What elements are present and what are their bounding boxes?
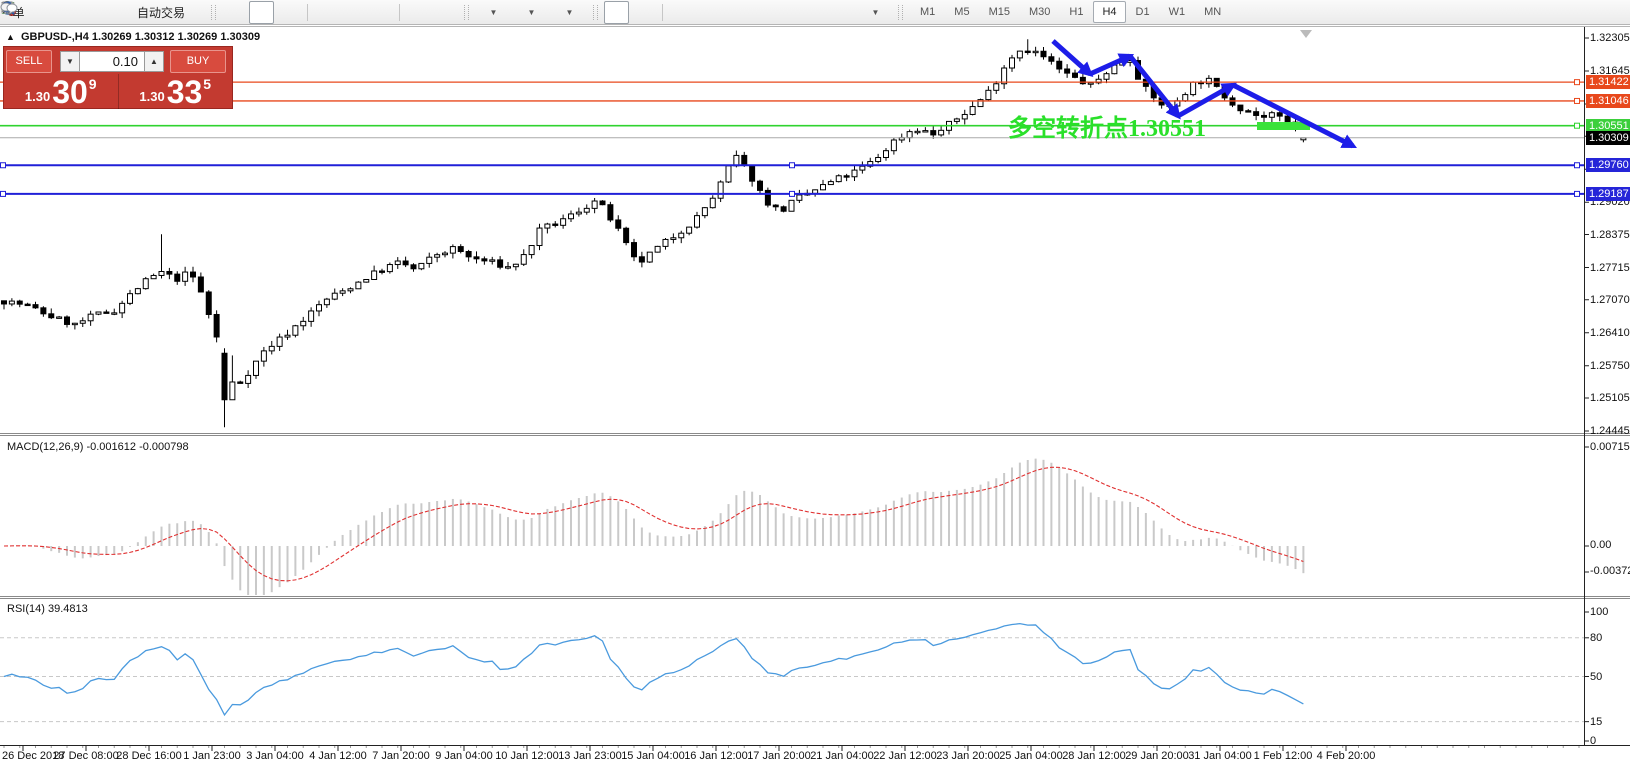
volume-input[interactable] (80, 50, 144, 72)
volume-decrease-button[interactable]: ▼ (60, 50, 80, 72)
timeframe-button-h4[interactable]: H4 (1093, 1, 1126, 23)
timeframe-button-m5[interactable]: M5 (954, 6, 970, 18)
chart-ohlc-values: 1.30269 1.30312 1.30269 1.30309 (91, 31, 261, 43)
time-axis-label: 15 Jan 04:00 (621, 750, 685, 762)
price-tick-label: 1.27070 (1590, 293, 1630, 306)
one-click-trade-panel: SELL ▼ ▲ BUY 1.30 30 9 1.30 33 5 (3, 46, 233, 109)
macd-axis-zero: 0.00 (1590, 539, 1612, 551)
rsi-axis-label-80: 80 (1590, 631, 1603, 644)
time-axis-label: 28 Jan 12:00 (1062, 750, 1126, 762)
time-axis-label: 26 Dec 2018 (2, 750, 65, 762)
toolbar-separator (399, 3, 400, 21)
price-tick-label: 1.26410 (1590, 326, 1630, 339)
rsi-indicator-label: RSI(14) 39.4813 (7, 603, 88, 615)
time-axis-label: 1 Jan 23:00 (183, 750, 241, 762)
chart-symbol-period: GBPUSD-,H4 (20, 31, 89, 43)
time-axis-label: 16 Jan 12:00 (684, 750, 748, 762)
price-tick-label: 1.25750 (1590, 359, 1630, 372)
chart-ohlc-header: ▲ GBPUSD-,H4 1.30269 1.30312 1.30269 1.3… (6, 31, 260, 43)
price-badge-1.31422: 1.31422 (1586, 75, 1630, 90)
timeframe-button-mn[interactable]: MN (1204, 6, 1222, 18)
toolbar-grip (211, 4, 216, 20)
time-axis-label: 3 Jan 04:00 (246, 750, 304, 762)
price-tick-label: 1.24445 (1590, 425, 1630, 437)
price-badge-1.31046: 1.31046 (1586, 93, 1630, 108)
time-axis-label: 10 Jan 12:00 (495, 750, 559, 762)
time-axis-label: 9 Jan 04:00 (435, 750, 493, 762)
timeframe-button-d1[interactable]: D1 (1135, 6, 1150, 18)
dropdown-arrow-icon: ▼ (565, 7, 574, 17)
toolbar-grip (593, 4, 598, 20)
price-tick-label: 1.28375 (1590, 228, 1630, 241)
main-toolbar: 单 自动交易 ▼ (0, 0, 1630, 25)
buy-price-display[interactable]: 1.30 33 5 (117, 73, 233, 110)
time-axis-label: 23 Jan 20:00 (936, 750, 1000, 762)
price-badge-1.29187: 1.29187 (1586, 186, 1630, 201)
timeframe-button-h1[interactable]: H1 (1069, 6, 1084, 18)
time-axis-label: 28 Dec 16:00 (116, 750, 182, 762)
dropdown-arrow-icon: ▼ (489, 7, 498, 17)
time-axis-label: 4 Feb 20:00 (1316, 750, 1376, 762)
autotrading-label: 自动交易 (136, 5, 185, 20)
time-axis-label: 7 Jan 20:00 (372, 750, 430, 762)
timeframe-button-m1[interactable]: M1 (920, 6, 936, 18)
timeframe-switcher: M1 M5 M15 M30 H1 H4 D1 W1 MN (911, 1, 1230, 23)
macd-axis-min: -0.003723 (1590, 565, 1630, 577)
price-tick-label: 1.25105 (1590, 392, 1630, 404)
dropdown-arrow-icon: ▼ (527, 7, 536, 17)
toolbar-grip (464, 4, 469, 20)
price-badge-1.29760: 1.29760 (1586, 158, 1630, 173)
sell-price-big: 30 (52, 73, 88, 110)
price-tick-label: 1.27715 (1590, 261, 1630, 274)
rsi-axis-label-100: 100 (1590, 606, 1609, 618)
rsi-axis-label-15: 15 (1590, 715, 1603, 728)
timeframe-button-m15[interactable]: M15 (988, 6, 1010, 18)
price-tick-label: 1.32305 (1590, 32, 1630, 44)
time-axis-label: 29 Jan 20:00 (1125, 750, 1189, 762)
volume-increase-button[interactable]: ▲ (144, 50, 164, 72)
time-axis-label: 4 Jan 12:00 (309, 750, 367, 762)
buy-button[interactable]: BUY (170, 49, 226, 73)
sell-button[interactable]: SELL (6, 49, 52, 73)
symbol-marker-icon: ▲ (6, 32, 15, 42)
buy-price-big: 33 (166, 73, 203, 110)
time-axis-label: 21 Jan 04:00 (810, 750, 874, 762)
price-badge-1.30309: 1.30309 (1586, 130, 1630, 145)
dropdown-arrow-icon: ▼ (871, 7, 880, 17)
time-axis-label: 31 Jan 04:00 (1188, 750, 1252, 762)
timeframe-button-w1[interactable]: W1 (1168, 6, 1186, 18)
time-axis-label: 17 Jan 20:00 (747, 750, 811, 762)
time-axis-label: 25 Jan 04:00 (999, 750, 1063, 762)
time-axis-label: 27 Dec 08:00 (53, 750, 119, 762)
toolbar-separator (662, 3, 663, 21)
toolbar-separator (307, 3, 308, 21)
macd-axis-max: 0.007158 (1590, 441, 1630, 453)
time-axis-label: 22 Jan 12:00 (873, 750, 937, 762)
sell-price-pip: 9 (88, 76, 97, 92)
rsi-axis-label-50: 50 (1590, 670, 1603, 683)
buy-price-pip: 5 (203, 76, 212, 92)
sell-price-display[interactable]: 1.30 30 9 (4, 74, 118, 109)
macd-indicator-label: MACD(12,26,9) -0.001612 -0.000798 (7, 441, 189, 453)
price-badge-1.30551: 1.30551 (1586, 118, 1630, 133)
buy-price-prefix: 1.30 (139, 89, 165, 104)
time-axis-label: 1 Feb 12:00 (1253, 750, 1313, 762)
time-axis-label: 13 Jan 23:00 (558, 750, 622, 762)
timeframe-button-m30[interactable]: M30 (1028, 6, 1051, 18)
sell-price-prefix: 1.30 (24, 89, 51, 104)
toolbar-grip (898, 4, 903, 20)
rsi-axis-label-0: 0 (1590, 735, 1597, 747)
price-tick-label: 1.31645 (1590, 65, 1630, 77)
chat-icon[interactable] (0, 1, 1621, 24)
pivot-annotation-text[interactable]: 多空转折点1.30551 (1008, 116, 1206, 142)
